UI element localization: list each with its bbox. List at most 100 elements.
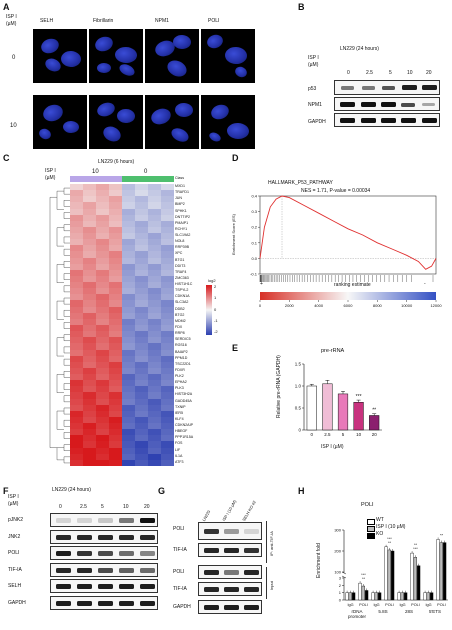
e-ytick-label: 1.5: [295, 362, 302, 367]
dendro-branch: [56, 190, 64, 210]
heatmap-cell: [109, 386, 123, 393]
gene-label: RRP8: [175, 331, 185, 336]
heatmap-cell: [96, 312, 110, 320]
heatmap-cell: [96, 202, 110, 209]
heatmap-cell: [109, 325, 123, 332]
g-blot: [198, 582, 262, 596]
heatmap-cell: [70, 196, 84, 203]
heatmap-cell: [96, 331, 110, 338]
gene-label: EPHA2: [175, 380, 187, 385]
heatmap-cell: [83, 300, 97, 307]
legend-label-isp: ISP I (10 µM): [376, 524, 406, 530]
heatmap-cell: [122, 367, 136, 375]
b-isp-label: ISP I: [308, 55, 319, 61]
heatmap-cell: [96, 416, 110, 424]
h-ytick-label: 300: [334, 528, 341, 533]
heatmap-cell: [83, 386, 97, 393]
dendro-branch: [63, 371, 70, 378]
e-xtick-label: 20: [372, 432, 378, 437]
heatmap-cell: [109, 423, 123, 430]
heatmap-cell: [96, 355, 110, 363]
h-bar: [403, 592, 408, 601]
heatmap-cell: [161, 239, 175, 246]
heatmap-cell: [70, 374, 84, 381]
panel-label-e: E: [232, 343, 239, 353]
e-ytick-label: 0: [298, 428, 301, 433]
heatmap-cell: [122, 404, 136, 412]
heatmap-cell: [161, 361, 175, 369]
h-sig: ***: [361, 572, 366, 577]
heatmap-cell: [70, 294, 84, 301]
heatmap-cell: [135, 190, 149, 197]
heatmap-cell: [135, 343, 149, 350]
heatmap-cell: [109, 239, 123, 246]
heatmap-cell: [109, 294, 123, 301]
heatmap-cell: [96, 245, 110, 252]
heatmap-cell: [109, 337, 123, 344]
nucleus: [40, 102, 66, 124]
heatmap-cell: [70, 337, 84, 344]
heatmap-cell: [135, 337, 149, 344]
heatmap-cell: [148, 214, 162, 222]
gene-label: HIST3H2A: [175, 392, 193, 397]
band: [140, 518, 155, 523]
e-ytick-label: 1.0: [295, 384, 302, 389]
b-dose-4: 20: [426, 70, 432, 76]
heatmap-cell: [122, 374, 136, 381]
heatmap-cell: [135, 239, 149, 246]
col-label-selh: SELH: [40, 18, 54, 24]
heatmap-cell: [161, 306, 175, 314]
h-bar: [423, 592, 427, 601]
gene-label: PLK2: [175, 374, 184, 379]
h-sig: **: [414, 542, 418, 547]
e-sig-20: **: [372, 408, 376, 414]
band: [224, 587, 239, 592]
legend-label-wt: WT: [376, 517, 384, 523]
heatmap-cell: [83, 459, 97, 467]
heatmap-cell: [83, 374, 97, 381]
heatmap-cell: [161, 337, 175, 344]
dendro-branch: [56, 374, 64, 393]
nucleus: [233, 64, 249, 80]
micro-cell-poli-10: [201, 95, 255, 149]
dendro-branch: [63, 456, 70, 464]
heatmap-cell: [83, 245, 97, 252]
heatmap-cell: [83, 380, 97, 387]
gene-label: SLC3A2: [175, 300, 189, 305]
heatmap-cell: [122, 275, 136, 283]
heatmap-cell: [161, 429, 175, 436]
heatmap-cell: [122, 441, 136, 448]
heatmap-cell: [109, 392, 123, 399]
heatmap-cell: [135, 233, 149, 240]
heatmap-cell: [148, 312, 162, 320]
heatmap-cell: [96, 386, 110, 393]
isp-label: ISP I: [6, 14, 17, 20]
band: [204, 548, 219, 553]
heatmap-cell: [96, 459, 110, 467]
band: [56, 568, 71, 573]
heatmap-cell: [96, 318, 110, 326]
heatmap-cell: [161, 220, 175, 228]
heatmap-cell: [83, 190, 97, 197]
blot-p53: [334, 80, 440, 95]
heatmap-cell: [96, 306, 110, 314]
heatmap-cell: [161, 435, 175, 442]
h-axis-break: [341, 575, 347, 579]
heatmap-cell: [161, 343, 175, 350]
heatmap-cell: [161, 325, 175, 332]
heatmap-cell: [135, 294, 149, 301]
heatmap-cell: [161, 288, 175, 295]
f-blot-label: pJNK2: [8, 517, 24, 523]
heatmap-cell: [122, 343, 136, 350]
band: [140, 601, 155, 606]
heatmap-cell: [70, 453, 84, 461]
nucleus: [207, 130, 223, 144]
heatmap-cell: [148, 300, 162, 307]
nucleus: [169, 125, 191, 145]
heatmap-cell: [109, 300, 123, 307]
f-blot-label: JNK2: [8, 534, 21, 540]
heatmap-cell: [70, 343, 84, 350]
heatmap-cell: [83, 208, 97, 215]
heatmap-cell: [96, 429, 110, 436]
nucleus: [114, 46, 138, 64]
